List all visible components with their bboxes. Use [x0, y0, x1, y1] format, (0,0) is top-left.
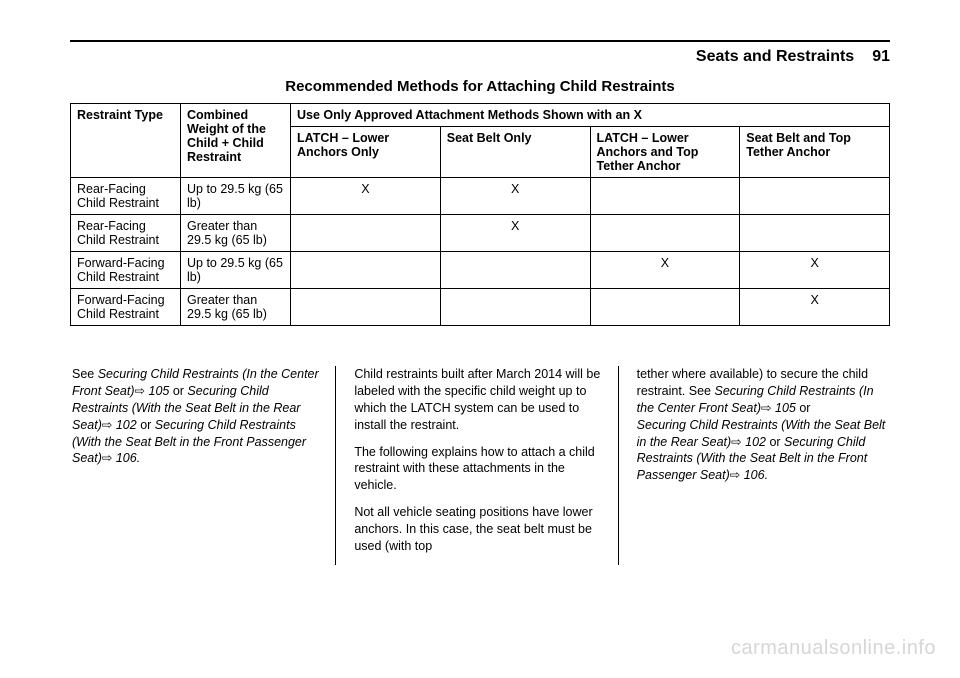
- watermark: carmanualsonline.info: [731, 637, 936, 660]
- td-c2: [440, 289, 590, 326]
- xref-2-page: 102: [742, 435, 766, 449]
- td-type: Forward-Facing Child Restraint: [71, 252, 181, 289]
- see-text: See: [72, 367, 98, 381]
- link-icon: ⇨: [731, 435, 741, 449]
- column-3: tether where available) to secure the ch…: [635, 366, 890, 565]
- td-c1: [291, 252, 441, 289]
- td-c3: [590, 215, 740, 252]
- link-icon: ⇨: [761, 401, 771, 415]
- xref-1-page: 105: [145, 384, 169, 398]
- td-c4: [740, 215, 890, 252]
- th-seat-belt-only: Seat Belt Only: [440, 127, 590, 178]
- td-weight: Greater than 29.5 kg (65 lb): [181, 215, 291, 252]
- th-combined-weight: Combined Weight of the Child + Child Res…: [181, 104, 291, 178]
- th-latch-lower-only: LATCH – Lower Anchors Only: [291, 127, 441, 178]
- xref-3-page: 106.: [112, 451, 140, 465]
- xref-2-page: 102: [112, 418, 136, 432]
- or-text: or: [169, 384, 187, 398]
- td-c4: X: [740, 252, 890, 289]
- or-text: or: [137, 418, 155, 432]
- td-c2: [440, 252, 590, 289]
- body-columns: See Securing Child Restraints (In the Ce…: [70, 366, 890, 565]
- td-weight: Greater than 29.5 kg (65 lb): [181, 289, 291, 326]
- td-c3: [590, 289, 740, 326]
- td-type: Rear-Facing Child Restraint: [71, 178, 181, 215]
- header-rule: [70, 40, 890, 42]
- td-c1: [291, 215, 441, 252]
- body-paragraph: Child restraints built after March 2014 …: [354, 366, 607, 434]
- xref-1-page: 105: [772, 401, 796, 415]
- td-weight: Up to 29.5 kg (65 lb): [181, 178, 291, 215]
- td-c4: [740, 178, 890, 215]
- page-header: Seats and Restraints 91: [70, 48, 890, 66]
- page-number: 91: [872, 48, 890, 66]
- th-latch-lower-top: LATCH – Lower Anchors and Top Tether Anc…: [590, 127, 740, 178]
- body-paragraph: The following explains how to attach a c…: [354, 444, 607, 495]
- section-title: Seats and Restraints: [696, 48, 854, 66]
- table-row: Rear-Facing Child Restraint Greater than…: [71, 215, 890, 252]
- td-type: Forward-Facing Child Restraint: [71, 289, 181, 326]
- restraints-table: Restraint Type Combined Weight of the Ch…: [70, 103, 890, 326]
- td-c1: X: [291, 178, 441, 215]
- td-c3: X: [590, 252, 740, 289]
- or-text: or: [796, 401, 811, 415]
- td-c2: X: [440, 215, 590, 252]
- th-restraint-type: Restraint Type: [71, 104, 181, 178]
- td-type: Rear-Facing Child Restraint: [71, 215, 181, 252]
- link-icon: ⇨: [135, 384, 145, 398]
- link-icon: ⇨: [102, 418, 112, 432]
- table-row: Forward-Facing Child Restraint Up to 29.…: [71, 252, 890, 289]
- td-c4: X: [740, 289, 890, 326]
- table-title: Recommended Methods for Attaching Child …: [70, 78, 890, 95]
- td-weight: Up to 29.5 kg (65 lb): [181, 252, 291, 289]
- xref-3-page: 106.: [740, 468, 768, 482]
- td-c1: [291, 289, 441, 326]
- column-1: See Securing Child Restraints (In the Ce…: [70, 366, 336, 565]
- body-paragraph: Not all vehicle seating positions have l…: [354, 504, 607, 555]
- table-row: Forward-Facing Child Restraint Greater t…: [71, 289, 890, 326]
- link-icon: ⇨: [102, 451, 112, 465]
- link-icon: ⇨: [730, 468, 740, 482]
- page-content: Seats and Restraints 91 Recommended Meth…: [0, 0, 960, 595]
- td-c2: X: [440, 178, 590, 215]
- or-text: or: [766, 435, 784, 449]
- table-header-row: Restraint Type Combined Weight of the Ch…: [71, 104, 890, 127]
- th-use-only: Use Only Approved Attachment Methods Sho…: [291, 104, 890, 127]
- td-c3: [590, 178, 740, 215]
- table-row: Rear-Facing Child Restraint Up to 29.5 k…: [71, 178, 890, 215]
- th-seat-belt-top: Seat Belt and Top Tether Anchor: [740, 127, 890, 178]
- column-2: Child restraints built after March 2014 …: [352, 366, 618, 565]
